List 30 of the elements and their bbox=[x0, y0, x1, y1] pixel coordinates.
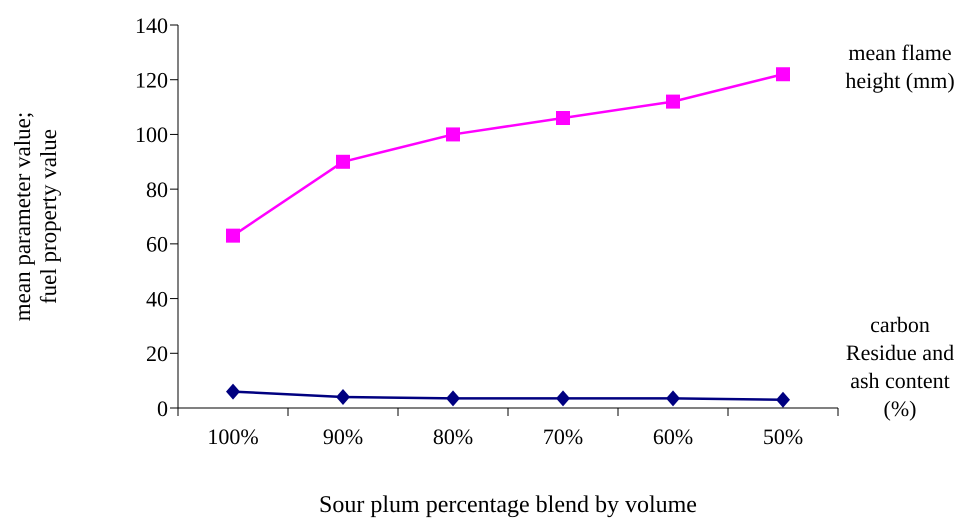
x-tick-label: 100% bbox=[207, 424, 259, 449]
point bbox=[336, 389, 350, 406]
y-tick-label: 140 bbox=[135, 12, 168, 38]
point bbox=[336, 154, 350, 169]
x-tick-label: 50% bbox=[762, 424, 804, 449]
y-tick-label: 100 bbox=[135, 122, 168, 148]
x-tick-label: 60% bbox=[652, 424, 694, 449]
y-tick-label: 40 bbox=[146, 286, 168, 312]
x-tick-label: 80% bbox=[432, 424, 474, 449]
point bbox=[776, 392, 790, 408]
point bbox=[666, 390, 680, 406]
point bbox=[666, 94, 680, 109]
y-axis-title: mean parameter value; fuel property value bbox=[10, 112, 61, 322]
point bbox=[556, 390, 570, 406]
y-tick-label: 80 bbox=[146, 176, 168, 202]
point bbox=[446, 390, 460, 406]
x-tick-label: 90% bbox=[322, 424, 364, 449]
point bbox=[226, 384, 240, 400]
x-axis-title: Sour plum percentage blend by volume bbox=[319, 492, 697, 518]
y-tick-label: 20 bbox=[146, 341, 168, 366]
point bbox=[556, 111, 570, 126]
text: mean flame height (mm) bbox=[845, 40, 955, 94]
x-tick-label: 70% bbox=[542, 424, 584, 449]
text: carbon Residue and ash content (%) bbox=[846, 312, 954, 421]
y-tick-label: 0 bbox=[157, 396, 168, 421]
point bbox=[226, 228, 240, 243]
point bbox=[446, 127, 460, 142]
y-tick-label: 120 bbox=[135, 68, 168, 93]
y-tick-label: 60 bbox=[146, 232, 168, 257]
point bbox=[776, 67, 790, 82]
